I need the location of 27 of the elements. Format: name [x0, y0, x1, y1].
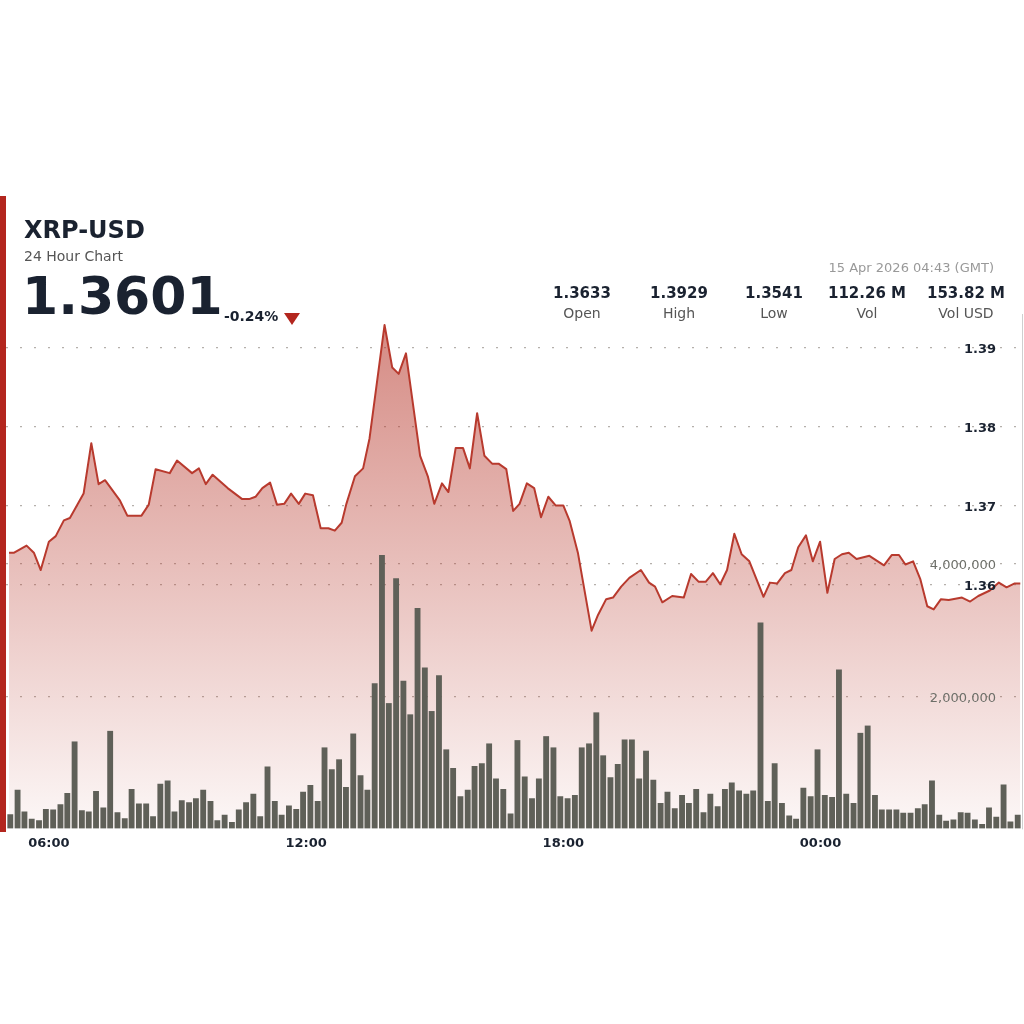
y-tick-label: 1.38: [963, 420, 996, 436]
text: 15 Apr 2026 04:43 (GMT): [828, 260, 994, 275]
y2-tick-label: 2,000,000: [929, 689, 996, 705]
y-tick-label: 1.36: [963, 577, 996, 593]
annotation: Low: [759, 305, 789, 321]
text: 1.3633: [552, 284, 612, 302]
text: 112.26 M: [826, 284, 907, 302]
annotation: Open: [562, 305, 602, 321]
y-tick-label: 1.39: [963, 341, 996, 357]
annotation: -0.24%: [224, 308, 279, 324]
annotation: High: [661, 305, 697, 321]
annotation: 1.3601: [22, 266, 223, 326]
bar: [1014, 814, 1021, 829]
x-tick-label: 12:00: [285, 834, 327, 850]
text: 1.3929: [649, 284, 709, 302]
x-tick-label: 06:00: [28, 834, 70, 850]
y-tick-label: 1.37: [963, 498, 996, 514]
annotation: Vol USD: [937, 305, 995, 321]
text: 1.3541: [744, 284, 804, 302]
text: 153.82 M: [925, 284, 1006, 302]
chart-title: XRP-USD: [24, 216, 145, 244]
bar: [7, 814, 14, 829]
y2-tick-label: 4,000,000: [929, 557, 996, 573]
x-tick-label: 18:00: [542, 834, 584, 850]
chart-subtitle: 24 Hour Chart: [24, 248, 123, 264]
x-tick-label: 00:00: [799, 834, 842, 850]
annotation: Vol: [855, 305, 879, 321]
